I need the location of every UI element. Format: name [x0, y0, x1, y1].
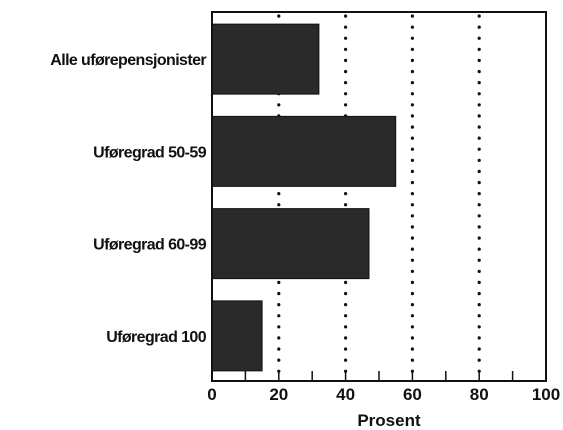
- x-tick-label-60: 60: [403, 385, 422, 404]
- bar-2: [211, 208, 370, 280]
- x-axis-label: Prosent: [357, 411, 421, 430]
- x-tick-label-80: 80: [470, 385, 489, 404]
- category-label-1: Uføregrad 50-59: [93, 144, 207, 161]
- bar-1: [211, 115, 397, 187]
- bar-0: [211, 23, 320, 95]
- category-label-2: Uføregrad 60-99: [93, 237, 207, 254]
- x-ticks: 0 20 40 60 80 100: [207, 371, 560, 404]
- x-tick-label-40: 40: [336, 385, 355, 404]
- bar-3: [211, 300, 263, 372]
- category-label-3: Uføregrad 100: [106, 329, 206, 346]
- x-tick-label-20: 20: [269, 385, 288, 404]
- bars: [211, 23, 397, 372]
- x-tick-label-0: 0: [207, 385, 216, 404]
- category-labels: Alle uførepensjonister Uføregrad 50-59 Ufø…: [50, 52, 207, 346]
- category-label-0: Alle uførepensjonister: [50, 52, 206, 69]
- x-tick-label-100: 100: [532, 385, 560, 404]
